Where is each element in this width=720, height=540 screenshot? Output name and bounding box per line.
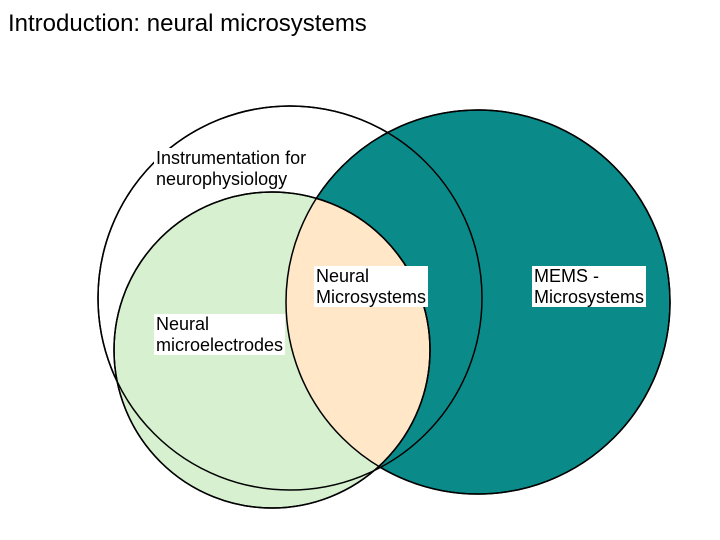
- label-mems: MEMS - Microsystems: [532, 266, 646, 307]
- label-instrumentation: Instrumentation for neurophysiology: [154, 148, 308, 189]
- slide: Introduction: neural microsystems Instru…: [0, 0, 720, 540]
- label-neural-ms-line2: Microsystems: [316, 287, 426, 307]
- label-instrumentation-line2: neurophysiology: [156, 169, 287, 189]
- label-microelectrodes: Neural microelectrodes: [154, 314, 285, 355]
- label-mems-line2: Microsystems: [534, 287, 644, 307]
- label-microelectrodes-line1: Neural: [156, 314, 209, 334]
- label-neural-ms-line1: Neural: [316, 266, 369, 286]
- label-instrumentation-line1: Instrumentation for: [156, 148, 306, 168]
- label-neural-microsystems: Neural Microsystems: [314, 266, 428, 307]
- label-microelectrodes-line2: microelectrodes: [156, 335, 283, 355]
- label-mems-line1: MEMS -: [534, 266, 599, 286]
